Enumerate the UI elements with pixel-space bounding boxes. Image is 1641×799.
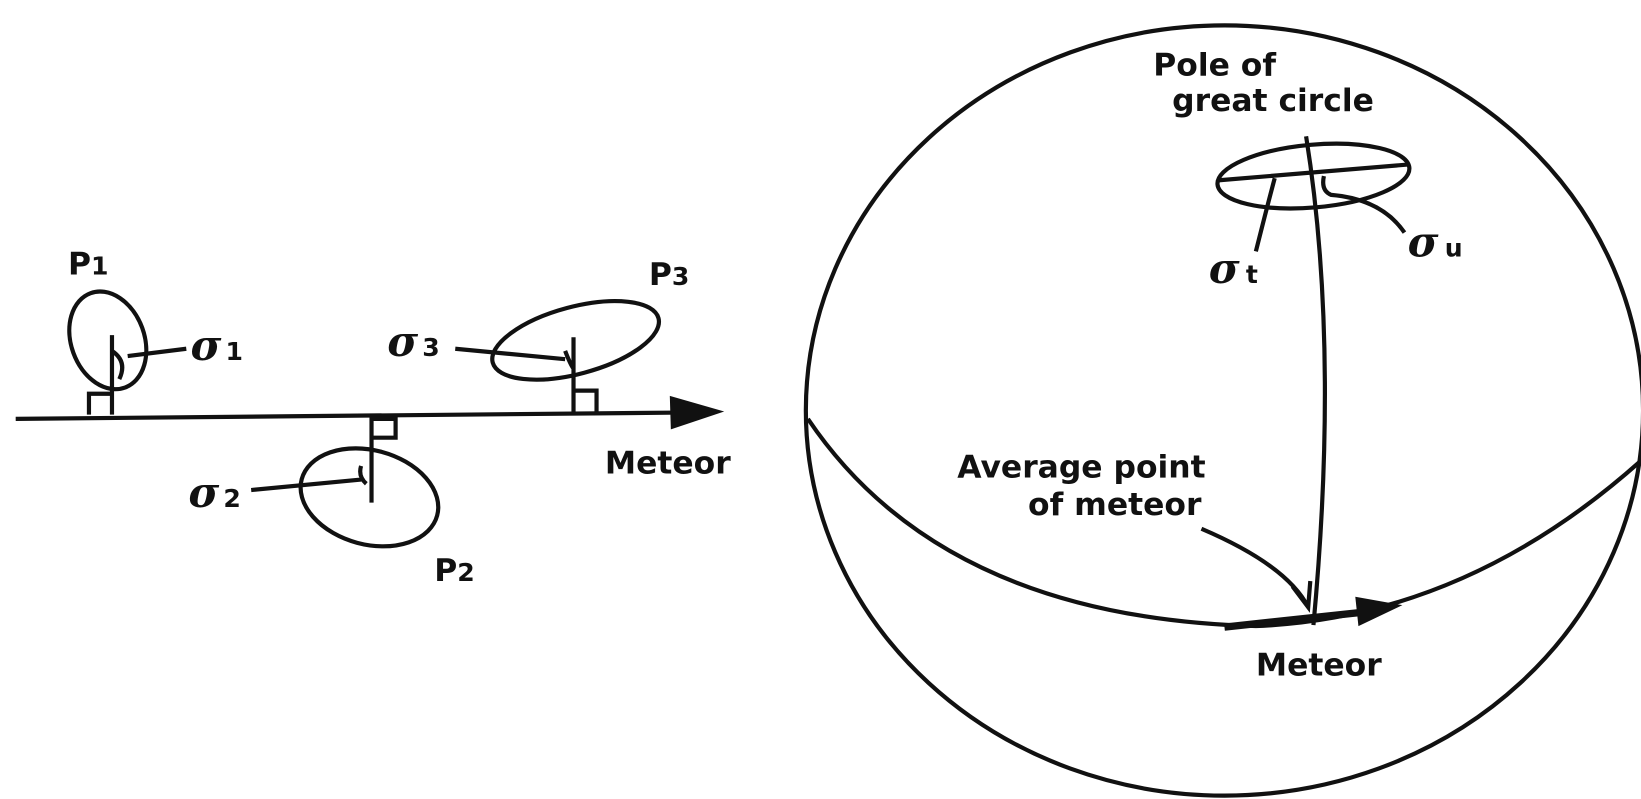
meteor-line: [1224, 608, 1361, 631]
average-label: of meteor: [1028, 487, 1202, 523]
axis-label: Meteor: [605, 445, 731, 481]
label-part: P: [68, 246, 91, 282]
label-part: σ: [387, 317, 418, 366]
error-ellipse: [67, 289, 149, 392]
label-part: σ: [190, 321, 221, 370]
sphere: [803, 23, 1641, 798]
label-part: u: [1445, 234, 1463, 263]
point-label: P1: [68, 246, 108, 282]
pole-label: Pole of: [1153, 48, 1276, 84]
arrow-head: [669, 395, 725, 430]
label-part: σ: [188, 468, 219, 517]
label-part: 3: [422, 333, 439, 362]
point-label: P2: [434, 553, 474, 589]
label-part: 3: [672, 262, 689, 291]
great-circle: [806, 417, 1641, 629]
label-part: t: [1246, 260, 1258, 289]
axis-label: Meteor: [1256, 647, 1382, 683]
meteor-line: [15, 410, 681, 421]
pole-axes: [1219, 162, 1408, 252]
label-part: σ: [1408, 218, 1439, 267]
pole-label: great circle: [1172, 83, 1374, 119]
perpendicular: [455, 337, 599, 412]
label-part: P: [649, 257, 672, 293]
label-part: P: [434, 553, 457, 589]
pole-ellipse: [1215, 141, 1412, 211]
perpendicular: [86, 335, 187, 415]
perpendicular: [250, 416, 398, 503]
error-ellipse: [490, 299, 662, 382]
label-part: 2: [223, 484, 240, 513]
average-label: Average point: [957, 449, 1205, 485]
point-label: P3: [649, 257, 689, 293]
meridian: [1304, 135, 1327, 626]
label-part: 1: [91, 251, 108, 280]
pointer-arrow: [1200, 526, 1313, 613]
label-part: σ: [1209, 244, 1240, 293]
label-part: 2: [457, 558, 474, 587]
label-part: 1: [226, 337, 243, 366]
arrow-head: [1355, 596, 1403, 627]
error-ellipse: [298, 446, 441, 549]
